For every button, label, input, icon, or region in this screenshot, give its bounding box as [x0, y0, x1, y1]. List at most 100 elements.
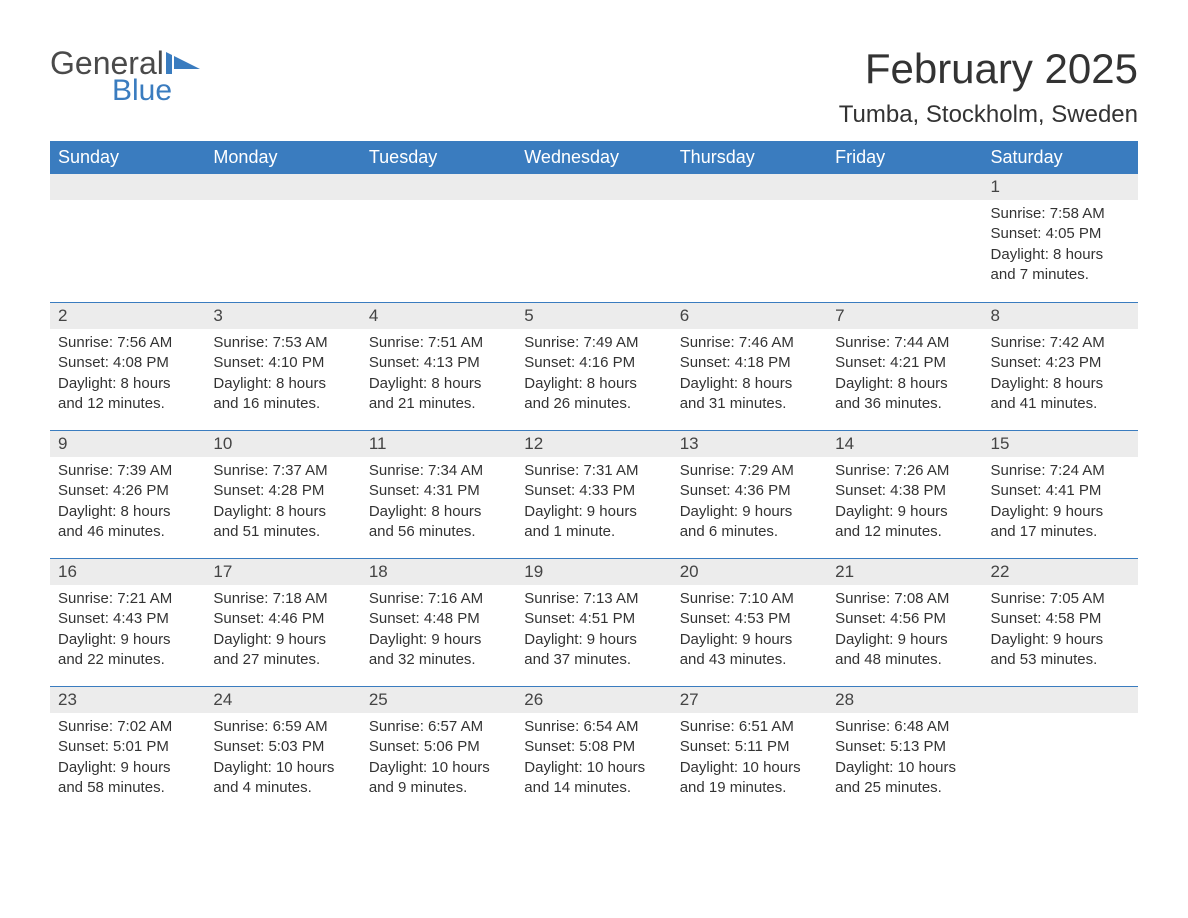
sunset-line: Sunset: 4:13 PM [369, 353, 508, 373]
sunset-line: Sunset: 4:18 PM [680, 353, 819, 373]
day-content: Sunrise: 6:51 AMSunset: 5:11 PMDaylight:… [672, 713, 827, 808]
calendar-empty-cell [672, 174, 827, 302]
day-number: 21 [827, 558, 982, 585]
calendar-day-cell: 17Sunrise: 7:18 AMSunset: 4:46 PMDayligh… [205, 558, 360, 686]
day-content: Sunrise: 7:44 AMSunset: 4:21 PMDaylight:… [827, 329, 982, 424]
sunrise-line: Sunrise: 6:51 AM [680, 717, 819, 737]
day-number: 2 [50, 302, 205, 329]
day-content: Sunrise: 7:37 AMSunset: 4:28 PMDaylight:… [205, 457, 360, 552]
sunrise-line: Sunrise: 6:59 AM [213, 717, 352, 737]
sunrise-line: Sunrise: 7:26 AM [835, 461, 974, 481]
day-content: Sunrise: 7:26 AMSunset: 4:38 PMDaylight:… [827, 457, 982, 552]
day-content: Sunrise: 7:42 AMSunset: 4:23 PMDaylight:… [983, 329, 1138, 424]
day-number: 6 [672, 302, 827, 329]
sunrise-line: Sunrise: 7:53 AM [213, 333, 352, 353]
calendar-week-row: 9Sunrise: 7:39 AMSunset: 4:26 PMDaylight… [50, 430, 1138, 558]
sunset-line: Sunset: 4:26 PM [58, 481, 197, 501]
day-content: Sunrise: 6:48 AMSunset: 5:13 PMDaylight:… [827, 713, 982, 808]
day-number [516, 174, 671, 200]
sunrise-line: Sunrise: 6:48 AM [835, 717, 974, 737]
calendar-body: 1Sunrise: 7:58 AMSunset: 4:05 PMDaylight… [50, 174, 1138, 814]
day-content: Sunrise: 7:18 AMSunset: 4:46 PMDaylight:… [205, 585, 360, 680]
day-content: Sunrise: 7:05 AMSunset: 4:58 PMDaylight:… [983, 585, 1138, 680]
sunrise-line: Sunrise: 7:39 AM [58, 461, 197, 481]
daylight-line: Daylight: 8 hours and 41 minutes. [991, 374, 1130, 415]
day-number [50, 174, 205, 200]
daylight-line: Daylight: 10 hours and 9 minutes. [369, 758, 508, 799]
calendar-day-cell: 6Sunrise: 7:46 AMSunset: 4:18 PMDaylight… [672, 302, 827, 430]
sunset-line: Sunset: 4:08 PM [58, 353, 197, 373]
sunrise-line: Sunrise: 7:16 AM [369, 589, 508, 609]
day-content: Sunrise: 7:16 AMSunset: 4:48 PMDaylight:… [361, 585, 516, 680]
daylight-line: Daylight: 9 hours and 37 minutes. [524, 630, 663, 671]
calendar-day-cell: 27Sunrise: 6:51 AMSunset: 5:11 PMDayligh… [672, 686, 827, 814]
daylight-line: Daylight: 9 hours and 17 minutes. [991, 502, 1130, 543]
daylight-line: Daylight: 8 hours and 46 minutes. [58, 502, 197, 543]
sunset-line: Sunset: 4:16 PM [524, 353, 663, 373]
calendar-day-cell: 16Sunrise: 7:21 AMSunset: 4:43 PMDayligh… [50, 558, 205, 686]
weekday-header: Tuesday [361, 141, 516, 174]
day-number: 26 [516, 686, 671, 713]
day-content: Sunrise: 6:59 AMSunset: 5:03 PMDaylight:… [205, 713, 360, 808]
sunrise-line: Sunrise: 7:18 AM [213, 589, 352, 609]
daylight-line: Daylight: 10 hours and 19 minutes. [680, 758, 819, 799]
daylight-line: Daylight: 8 hours and 12 minutes. [58, 374, 197, 415]
sunset-line: Sunset: 4:23 PM [991, 353, 1130, 373]
day-number: 7 [827, 302, 982, 329]
day-number: 27 [672, 686, 827, 713]
daylight-line: Daylight: 9 hours and 12 minutes. [835, 502, 974, 543]
daylight-line: Daylight: 9 hours and 1 minute. [524, 502, 663, 543]
daylight-line: Daylight: 9 hours and 22 minutes. [58, 630, 197, 671]
calendar-day-cell: 19Sunrise: 7:13 AMSunset: 4:51 PMDayligh… [516, 558, 671, 686]
day-content: Sunrise: 7:34 AMSunset: 4:31 PMDaylight:… [361, 457, 516, 552]
day-content: Sunrise: 7:49 AMSunset: 4:16 PMDaylight:… [516, 329, 671, 424]
day-number: 8 [983, 302, 1138, 329]
location-text: Tumba, Stockholm, Sweden [839, 101, 1138, 129]
sunrise-line: Sunrise: 7:02 AM [58, 717, 197, 737]
sunrise-line: Sunrise: 7:08 AM [835, 589, 974, 609]
daylight-line: Daylight: 10 hours and 14 minutes. [524, 758, 663, 799]
calendar-empty-cell [827, 174, 982, 302]
day-number: 28 [827, 686, 982, 713]
day-number: 15 [983, 430, 1138, 457]
sunrise-line: Sunrise: 6:57 AM [369, 717, 508, 737]
day-number: 23 [50, 686, 205, 713]
daylight-line: Daylight: 9 hours and 53 minutes. [991, 630, 1130, 671]
calendar-day-cell: 1Sunrise: 7:58 AMSunset: 4:05 PMDaylight… [983, 174, 1138, 302]
daylight-line: Daylight: 10 hours and 4 minutes. [213, 758, 352, 799]
sunset-line: Sunset: 4:33 PM [524, 481, 663, 501]
day-number: 13 [672, 430, 827, 457]
sunset-line: Sunset: 4:53 PM [680, 609, 819, 629]
calendar-day-cell: 4Sunrise: 7:51 AMSunset: 4:13 PMDaylight… [361, 302, 516, 430]
day-number [672, 174, 827, 200]
calendar-table: SundayMondayTuesdayWednesdayThursdayFrid… [50, 141, 1138, 814]
daylight-line: Daylight: 8 hours and 56 minutes. [369, 502, 508, 543]
day-number: 5 [516, 302, 671, 329]
sunrise-line: Sunrise: 7:58 AM [991, 204, 1130, 224]
sunrise-line: Sunrise: 7:31 AM [524, 461, 663, 481]
day-content: Sunrise: 7:58 AMSunset: 4:05 PMDaylight:… [983, 200, 1138, 295]
sunrise-line: Sunrise: 6:54 AM [524, 717, 663, 737]
sunrise-line: Sunrise: 7:29 AM [680, 461, 819, 481]
sunset-line: Sunset: 4:43 PM [58, 609, 197, 629]
calendar-week-row: 16Sunrise: 7:21 AMSunset: 4:43 PMDayligh… [50, 558, 1138, 686]
calendar-day-cell: 13Sunrise: 7:29 AMSunset: 4:36 PMDayligh… [672, 430, 827, 558]
daylight-line: Daylight: 8 hours and 36 minutes. [835, 374, 974, 415]
day-number: 17 [205, 558, 360, 585]
calendar-day-cell: 12Sunrise: 7:31 AMSunset: 4:33 PMDayligh… [516, 430, 671, 558]
day-content: Sunrise: 7:08 AMSunset: 4:56 PMDaylight:… [827, 585, 982, 680]
day-number: 24 [205, 686, 360, 713]
sunrise-line: Sunrise: 7:46 AM [680, 333, 819, 353]
calendar-day-cell: 28Sunrise: 6:48 AMSunset: 5:13 PMDayligh… [827, 686, 982, 814]
sunset-line: Sunset: 4:10 PM [213, 353, 352, 373]
day-content: Sunrise: 7:21 AMSunset: 4:43 PMDaylight:… [50, 585, 205, 680]
day-number: 16 [50, 558, 205, 585]
calendar-day-cell: 7Sunrise: 7:44 AMSunset: 4:21 PMDaylight… [827, 302, 982, 430]
sunset-line: Sunset: 4:05 PM [991, 224, 1130, 244]
calendar-day-cell: 20Sunrise: 7:10 AMSunset: 4:53 PMDayligh… [672, 558, 827, 686]
title-block: February 2025 Tumba, Stockholm, Sweden [839, 45, 1138, 129]
day-content: Sunrise: 7:46 AMSunset: 4:18 PMDaylight:… [672, 329, 827, 424]
day-number: 3 [205, 302, 360, 329]
sunset-line: Sunset: 4:51 PM [524, 609, 663, 629]
day-content: Sunrise: 7:53 AMSunset: 4:10 PMDaylight:… [205, 329, 360, 424]
